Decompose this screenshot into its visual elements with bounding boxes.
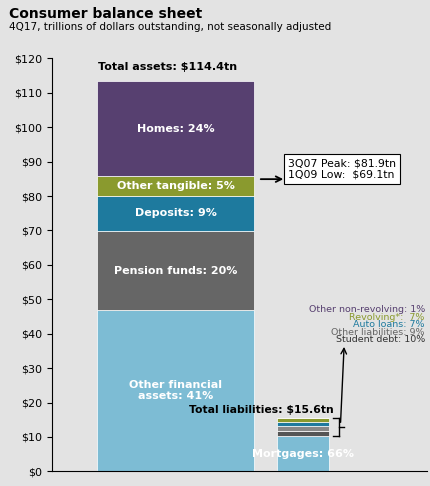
Text: Total liabilities: $15.6tn: Total liabilities: $15.6tn: [189, 405, 333, 415]
Text: Deposits: 9%: Deposits: 9%: [134, 208, 216, 218]
Text: Consumer balance sheet: Consumer balance sheet: [9, 7, 201, 21]
Text: Student debt: 10%: Student debt: 10%: [335, 335, 424, 345]
Bar: [96, 310, 254, 471]
Bar: [96, 81, 254, 176]
Text: 4Q17, trillions of dollars outstanding, not seasonally adjusted: 4Q17, trillions of dollars outstanding, …: [9, 22, 330, 32]
Bar: [276, 431, 329, 436]
Text: Auto loans: 7%: Auto loans: 7%: [353, 320, 424, 330]
Text: Other liabilities: 9%: Other liabilities: 9%: [331, 328, 424, 337]
Text: Homes: 24%: Homes: 24%: [136, 123, 214, 134]
Text: Mortgages: 66%: Mortgages: 66%: [252, 449, 353, 459]
Text: Total assets: $114.4tn: Total assets: $114.4tn: [98, 62, 236, 72]
Text: Other non-revolving: 1%: Other non-revolving: 1%: [308, 305, 424, 314]
Bar: [276, 426, 329, 431]
Bar: [276, 422, 329, 426]
Bar: [96, 196, 254, 231]
Text: Other financial
assets: 41%: Other financial assets: 41%: [129, 380, 221, 401]
Text: Revolving*:  7%: Revolving*: 7%: [349, 312, 424, 322]
Text: Pension funds: 20%: Pension funds: 20%: [114, 265, 237, 276]
Text: Other tangible: 5%: Other tangible: 5%: [116, 181, 234, 191]
Bar: [276, 418, 329, 422]
Bar: [96, 176, 254, 196]
Bar: [96, 231, 254, 310]
Text: 3Q07 Peak: $81.9tn
1Q09 Low:  $69.1tn: 3Q07 Peak: $81.9tn 1Q09 Low: $69.1tn: [287, 158, 395, 180]
Bar: [276, 436, 329, 471]
